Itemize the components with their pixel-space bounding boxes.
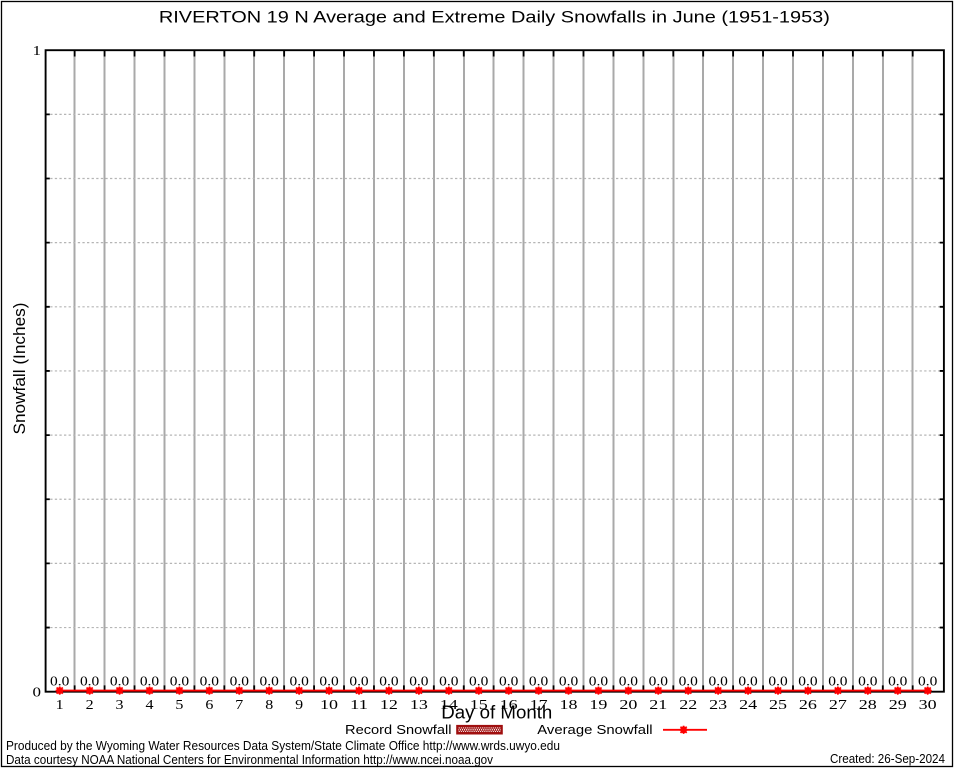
svg-text:Record Snowfall: Record Snowfall xyxy=(345,722,452,737)
svg-text:1: 1 xyxy=(33,44,42,59)
svg-text:0.0: 0.0 xyxy=(170,673,190,688)
svg-text:30: 30 xyxy=(919,698,937,713)
svg-text:0.0: 0.0 xyxy=(858,673,878,688)
svg-text:0.0: 0.0 xyxy=(619,673,639,688)
svg-text:Day of Month: Day of Month xyxy=(441,703,552,723)
svg-text:15: 15 xyxy=(470,698,488,713)
svg-text:0.0: 0.0 xyxy=(379,673,399,688)
svg-text:14: 14 xyxy=(440,698,458,713)
svg-text:0.0: 0.0 xyxy=(918,673,938,688)
svg-text:0.0: 0.0 xyxy=(140,673,160,688)
svg-text:9: 9 xyxy=(295,698,303,713)
svg-text:0.0: 0.0 xyxy=(110,673,130,688)
svg-text:23: 23 xyxy=(709,698,727,713)
svg-text:0.0: 0.0 xyxy=(469,673,489,688)
svg-text:26: 26 xyxy=(799,698,817,713)
svg-text:0.0: 0.0 xyxy=(738,673,758,688)
svg-text:16: 16 xyxy=(500,698,518,713)
svg-text:0.0: 0.0 xyxy=(230,673,250,688)
svg-text:6: 6 xyxy=(205,698,213,713)
svg-text:8: 8 xyxy=(265,698,273,713)
svg-text:Produced by the Wyoming Water: Produced by the Wyoming Water Resources … xyxy=(6,738,560,753)
svg-text:19: 19 xyxy=(589,698,607,713)
svg-text:0.0: 0.0 xyxy=(888,673,908,688)
svg-text:17: 17 xyxy=(530,698,548,713)
svg-text:0.0: 0.0 xyxy=(709,673,729,688)
svg-text:0.0: 0.0 xyxy=(409,673,429,688)
svg-text:0.0: 0.0 xyxy=(679,673,699,688)
svg-text:29: 29 xyxy=(889,698,907,713)
svg-text:0.0: 0.0 xyxy=(499,673,519,688)
svg-text:Created: 26-Sep-2024: Created: 26-Sep-2024 xyxy=(830,751,945,766)
svg-text:27: 27 xyxy=(829,698,847,713)
svg-text:Snowfall (Inches): Snowfall (Inches) xyxy=(10,303,29,435)
svg-text:10: 10 xyxy=(320,698,338,713)
svg-text:0.0: 0.0 xyxy=(349,673,369,688)
svg-text:0.0: 0.0 xyxy=(559,673,579,688)
svg-text:RIVERTON 19 N Average and Extr: RIVERTON 19 N Average and Extreme Daily … xyxy=(159,8,830,27)
svg-text:2: 2 xyxy=(86,698,94,713)
svg-text:22: 22 xyxy=(679,698,697,713)
svg-text:3: 3 xyxy=(116,698,124,713)
svg-text:0.0: 0.0 xyxy=(439,673,459,688)
svg-text:0.0: 0.0 xyxy=(649,673,669,688)
svg-text:13: 13 xyxy=(410,698,428,713)
svg-text:0.0: 0.0 xyxy=(289,673,309,688)
svg-text:20: 20 xyxy=(619,698,637,713)
svg-text:12: 12 xyxy=(380,698,398,713)
svg-text:0.0: 0.0 xyxy=(319,673,339,688)
svg-text:0.0: 0.0 xyxy=(798,673,818,688)
svg-text:5: 5 xyxy=(175,698,183,713)
svg-text:0.0: 0.0 xyxy=(768,673,788,688)
svg-text:24: 24 xyxy=(739,698,757,713)
svg-text:0.0: 0.0 xyxy=(589,673,609,688)
svg-text:0.0: 0.0 xyxy=(50,673,70,688)
svg-text:Data courtesy NOAA National Ce: Data courtesy NOAA National Centers for … xyxy=(6,752,493,767)
svg-text:21: 21 xyxy=(649,698,667,713)
svg-text:18: 18 xyxy=(560,698,578,713)
svg-text:28: 28 xyxy=(859,698,877,713)
svg-text:0.0: 0.0 xyxy=(828,673,848,688)
svg-text:0.0: 0.0 xyxy=(80,673,100,688)
svg-text:0: 0 xyxy=(33,685,42,700)
svg-text:Average Snowfall: Average Snowfall xyxy=(537,722,652,737)
svg-text:7: 7 xyxy=(235,698,243,713)
svg-text:0.0: 0.0 xyxy=(529,673,549,688)
svg-text:25: 25 xyxy=(769,698,787,713)
svg-text:1: 1 xyxy=(56,698,64,713)
svg-text:0.0: 0.0 xyxy=(260,673,280,688)
svg-text:0.0: 0.0 xyxy=(200,673,220,688)
svg-text:4: 4 xyxy=(145,698,153,713)
svg-text:11: 11 xyxy=(350,698,368,713)
